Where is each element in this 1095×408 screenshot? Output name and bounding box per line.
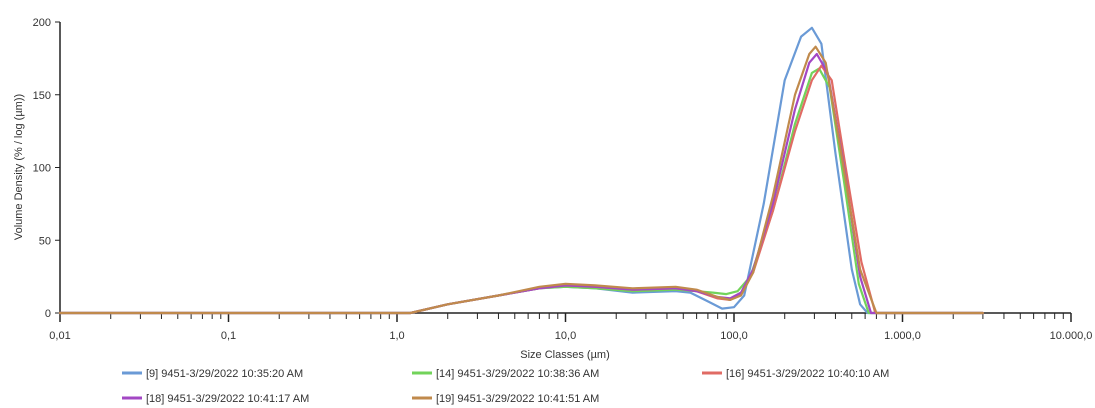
x-tick-label: 10.000,0 — [1050, 330, 1093, 342]
series-line-2 — [58, 67, 984, 315]
x-tick-label: 0,01 — [49, 330, 70, 342]
legend-label: [18] 9451-3/29/2022 10:41:17 AM — [146, 393, 309, 405]
y-tick-label: 100 — [33, 163, 51, 175]
y-tick-label: 200 — [33, 17, 51, 29]
x-axis-title: Size Classes (µm) — [520, 349, 609, 361]
y-tick-label: 150 — [33, 90, 51, 102]
y-tick-label: 50 — [39, 235, 51, 247]
legend-label: [14] 9451-3/29/2022 10:38:36 AM — [436, 368, 599, 380]
series-line-5 — [58, 45, 984, 315]
axes — [59, 22, 1071, 314]
x-tick-label: 10,0 — [555, 330, 576, 342]
x-tick-label: 100,0 — [720, 330, 748, 342]
x-tick-label: 0,1 — [221, 330, 236, 342]
legend-label: [16] 9451-3/29/2022 10:40:10 AM — [726, 368, 889, 380]
y-axis-title: Volume Density (% / log (µm)) — [13, 94, 25, 240]
x-tick-label: 1.000,0 — [884, 330, 921, 342]
series-lines — [58, 26, 984, 315]
legend-label: [9] 9451-3/29/2022 10:35:20 AM — [146, 368, 303, 380]
legend-label: [19] 9451-3/29/2022 10:41:51 AM — [436, 393, 599, 405]
legend: [9] 9451-3/29/2022 10:35:20 AM [14] 9451-… — [122, 368, 889, 405]
x-ticks: 0,01 0,1 1,0 10,0 100,0 1.000,0 10.000,0 — [49, 313, 1092, 342]
y-tick-label: 0 — [45, 308, 51, 320]
y-ticks: 0 50 100 150 200 — [33, 17, 60, 320]
x-tick-label: 1,0 — [389, 330, 404, 342]
